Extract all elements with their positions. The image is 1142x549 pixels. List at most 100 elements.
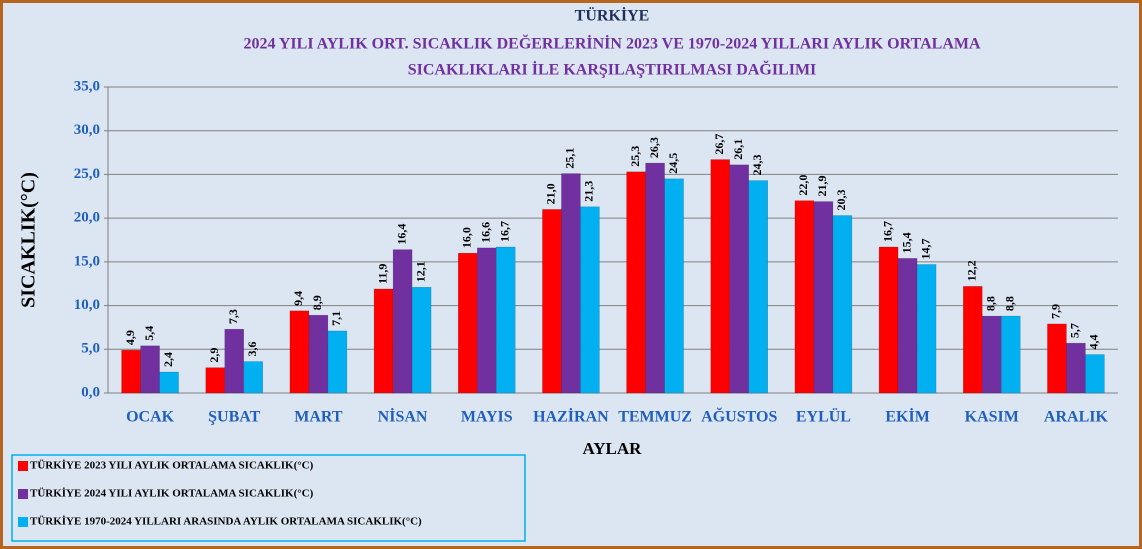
legend-label: TÜRKİYE 2024 YILI AYLIK ORTALAMA SICAKLI… (30, 487, 314, 500)
x-tick-label: ŞUBAT (208, 409, 260, 426)
data-label: 16,6 (479, 222, 493, 243)
data-label: 25,1 (563, 148, 577, 169)
data-label: 8,9 (310, 295, 324, 310)
data-label: 22,0 (796, 175, 810, 196)
bar (813, 201, 834, 394)
legend-swatch (18, 461, 28, 471)
legend-label: TÜRKİYE 1970-2024 YILLARI ARASINDA AYLIK… (30, 515, 422, 528)
y-tick-label: 20,0 (74, 210, 100, 226)
data-label: 26,3 (647, 137, 661, 158)
data-label: 7,9 (1049, 304, 1063, 319)
chart-subtitle: 2024 YILI AYLIK ORT. SICAKLIK DEĞERLERİN… (243, 34, 981, 53)
x-tick-label: AĞUSTOS (701, 407, 777, 426)
bar (224, 328, 244, 394)
x-tick-label: NİSAN (378, 407, 428, 426)
data-label: 4,9 (123, 330, 137, 345)
data-label: 7,1 (329, 311, 343, 326)
y-tick-label: 5,0 (81, 341, 100, 357)
data-label: 8,8 (984, 296, 998, 311)
bar (916, 264, 937, 394)
data-label: 2,4 (161, 352, 175, 367)
x-tick-label: MAYIS (461, 409, 513, 426)
data-label: 26,7 (712, 134, 726, 155)
bar (308, 314, 329, 394)
legend-swatch (18, 489, 28, 499)
data-label: 12,2 (965, 260, 979, 281)
bar (878, 246, 899, 394)
y-tick-label: 10,0 (74, 297, 100, 313)
bar (664, 178, 684, 394)
x-axis-label: AYLAR (583, 439, 643, 458)
bar (243, 361, 263, 394)
bar (626, 171, 646, 394)
x-tick-label: EKİM (885, 407, 929, 426)
x-tick-label: MART (294, 409, 343, 426)
data-label: 4,4 (1087, 335, 1101, 350)
bar (1085, 354, 1105, 394)
bar (140, 345, 160, 394)
y-axis-label: SICAKLIK(°C) (18, 172, 40, 308)
data-label: 14,7 (918, 238, 932, 259)
data-label: 24,3 (750, 155, 764, 176)
data-label: 21,3 (582, 181, 596, 202)
data-label: 7,3 (226, 309, 240, 324)
bar (982, 315, 1002, 394)
x-tick-label: HAZİRAN (533, 407, 609, 426)
bar (794, 200, 815, 394)
data-label: 12,1 (413, 261, 427, 282)
bar (477, 247, 497, 394)
legend-swatch (18, 517, 28, 527)
data-label: 5,4 (142, 326, 156, 341)
bar (963, 286, 983, 394)
data-label: 11,9 (375, 264, 389, 284)
y-tick-label: 35,0 (74, 78, 100, 94)
data-label: 26,1 (731, 139, 745, 160)
data-label: 15,4 (899, 232, 913, 253)
data-label: 16,7 (498, 221, 512, 242)
bar (897, 258, 918, 394)
data-label: 24,5 (666, 153, 680, 174)
bar (542, 209, 562, 394)
data-label: 20,3 (834, 190, 848, 211)
x-tick-label: EYLÜL (796, 408, 851, 426)
y-tick-label: 0,0 (81, 384, 100, 400)
data-label: 16,4 (394, 224, 408, 245)
data-label: 2,9 (207, 348, 221, 363)
bar (205, 367, 225, 394)
bar (832, 215, 853, 394)
bar (748, 180, 768, 394)
chart-title: TÜRKİYE (575, 6, 650, 25)
data-label: 21,0 (544, 183, 558, 204)
data-label: 16,7 (880, 221, 894, 242)
bar (710, 159, 730, 394)
bar (729, 164, 749, 394)
legend-label: TÜRKİYE 2023 YILI AYLIK ORTALAMA SICAKLI… (30, 459, 314, 472)
data-label: 3,6 (245, 342, 259, 357)
bar (373, 288, 394, 394)
x-tick-label: KASIM (965, 409, 1019, 426)
data-label: 9,4 (291, 291, 305, 306)
bar (289, 310, 310, 394)
data-label: 5,7 (1068, 323, 1082, 338)
x-tick-label: OCAK (126, 409, 175, 426)
bar (1001, 315, 1021, 394)
x-tick-label: TEMMUZ (618, 409, 692, 426)
bar (159, 371, 179, 394)
x-tick-label: ARALIK (1044, 409, 1109, 426)
y-tick-label: 15,0 (74, 253, 100, 269)
bar (580, 206, 600, 394)
legend (11, 454, 526, 542)
data-label: 8,8 (1003, 296, 1017, 311)
data-label: 25,3 (628, 146, 642, 167)
bar (496, 246, 516, 394)
bar (458, 252, 478, 394)
y-tick-label: 30,0 (74, 122, 100, 138)
bar (392, 249, 413, 394)
chart-subtitle: SICAKLIKLARI İLE KARŞILAŞTIRILMASI DAĞIL… (408, 60, 817, 79)
y-tick-label: 25,0 (74, 166, 100, 182)
bar (561, 173, 581, 394)
bar (327, 330, 348, 394)
bar (645, 162, 665, 394)
bar (1066, 342, 1086, 394)
